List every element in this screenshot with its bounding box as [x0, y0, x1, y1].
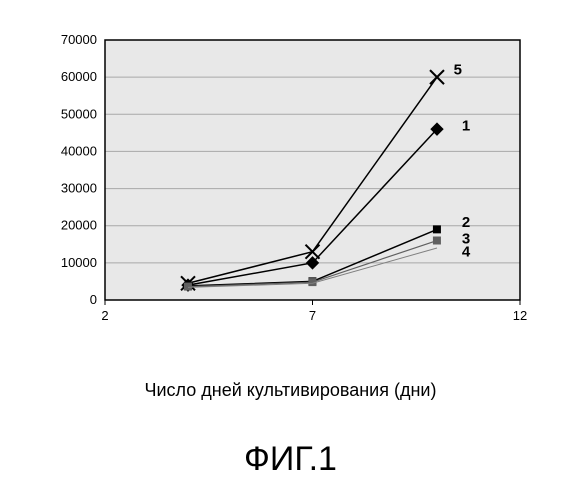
- x-axis-label: Число дней культивирования (дни): [0, 380, 581, 401]
- svg-text:2: 2: [101, 308, 108, 323]
- figure-caption: ФИГ.1: [0, 440, 581, 479]
- svg-text:20000: 20000: [61, 218, 97, 233]
- line-chart: 0100002000030000400005000060000700002712…: [40, 30, 540, 340]
- svg-text:70000: 70000: [61, 32, 97, 47]
- svg-text:5: 5: [454, 62, 462, 79]
- figure-container: 0100002000030000400005000060000700002712…: [0, 0, 581, 500]
- svg-text:10000: 10000: [61, 255, 97, 270]
- svg-text:7: 7: [309, 308, 316, 323]
- svg-text:30000: 30000: [61, 181, 97, 196]
- svg-text:60000: 60000: [61, 69, 97, 84]
- svg-text:1: 1: [462, 117, 470, 134]
- svg-text:0: 0: [90, 292, 97, 307]
- svg-text:12: 12: [513, 308, 527, 323]
- svg-text:50000: 50000: [61, 106, 97, 121]
- chart-area: 0100002000030000400005000060000700002712…: [40, 30, 540, 340]
- svg-text:4: 4: [462, 244, 471, 261]
- svg-text:2: 2: [462, 214, 470, 231]
- svg-text:40000: 40000: [61, 143, 97, 158]
